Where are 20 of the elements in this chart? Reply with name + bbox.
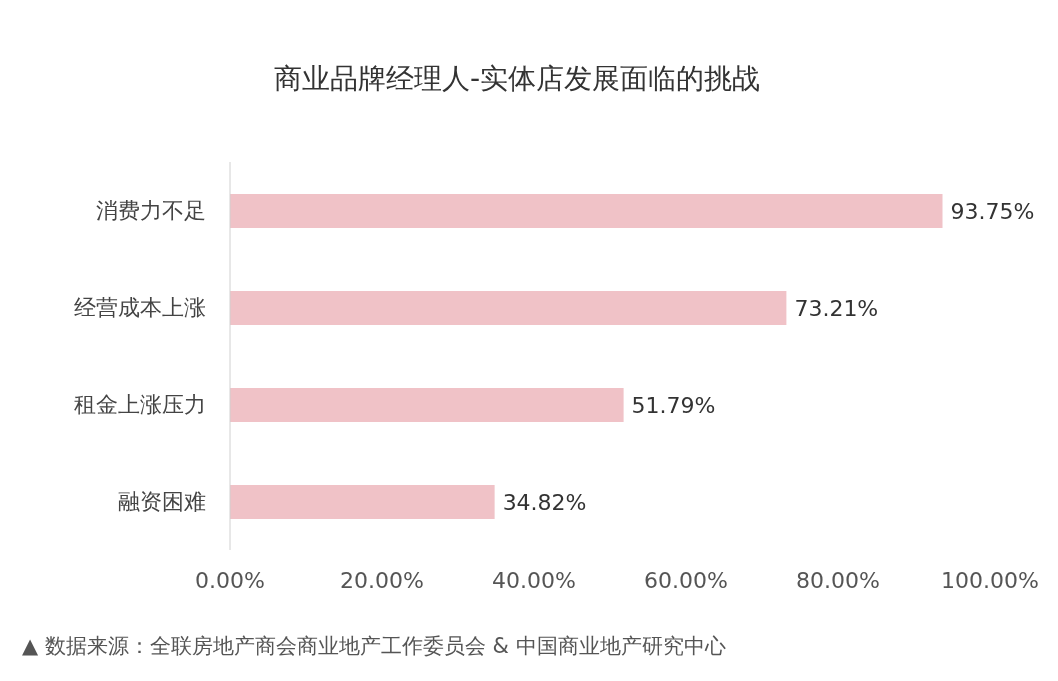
bar: [230, 485, 495, 519]
y-tick-label: 租金上涨压力: [74, 392, 206, 418]
bar: [230, 291, 787, 325]
bar: [230, 388, 624, 422]
data-label: 93.75%: [950, 198, 1035, 224]
x-tick-label: 80.00%: [796, 567, 880, 593]
data-label: 34.82%: [502, 489, 587, 515]
x-tick-label: 100.00%: [941, 567, 1039, 593]
data-label: 51.79%: [631, 392, 716, 418]
y-tick-label: 融资困难: [118, 489, 206, 515]
x-tick-label: 20.00%: [340, 567, 424, 593]
bar: [230, 194, 943, 228]
x-tick-label: 60.00%: [644, 567, 728, 593]
y-tick-label: 经营成本上涨: [74, 295, 206, 321]
chart-title: 商业品牌经理人-实体店发展面临的挑战: [272, 61, 762, 97]
data-label: 73.21%: [794, 295, 879, 321]
x-tick-label: 40.00%: [492, 567, 576, 593]
y-tick-label: 消费力不足: [96, 198, 206, 224]
x-tick-label: 0.00%: [195, 567, 265, 593]
text: ▲ 数据来源：全联房地产商会商业地产工作委员会 & 中国商业地产研究中心: [22, 633, 726, 660]
